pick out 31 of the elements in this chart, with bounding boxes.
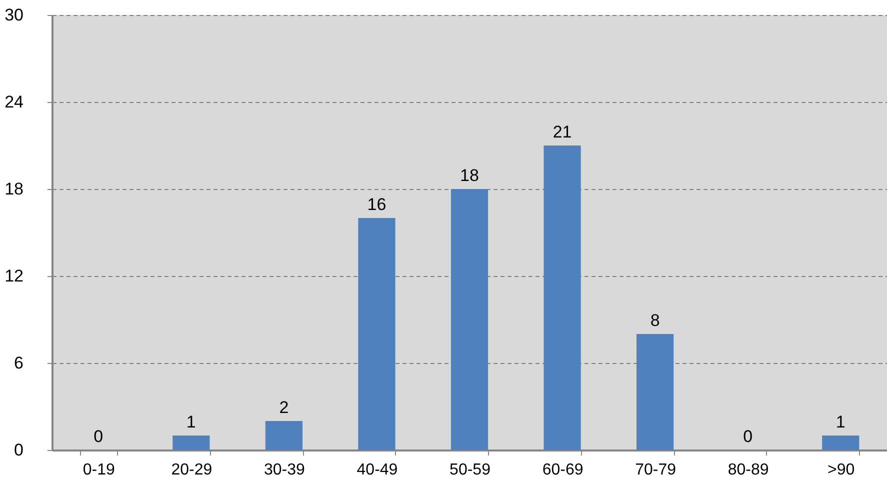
data-label: 21 [552, 122, 572, 142]
x-tick-label: 80-89 [728, 462, 769, 478]
data-label: 1 [186, 412, 196, 432]
data-label: 18 [460, 166, 479, 185]
x-tick-label: 40-49 [356, 462, 398, 478]
y-tick-label: 18 [4, 180, 24, 198]
bar [822, 436, 860, 450]
y-tick-label: 24 [4, 92, 24, 112]
data-label: 1 [836, 412, 846, 432]
x-tick-label: 30-39 [264, 462, 306, 478]
bar [544, 146, 581, 450]
data-label: 2 [279, 398, 289, 417]
data-label: 8 [650, 311, 660, 330]
x-tick-label: 0-19 [82, 462, 115, 478]
data-label: 0 [743, 427, 753, 446]
x-tick-label: 50-59 [450, 462, 491, 478]
x-tick-label: 60-69 [542, 462, 584, 478]
y-tick-label: 0 [14, 440, 24, 460]
bar [172, 436, 210, 450]
bar [358, 218, 396, 450]
bar [265, 421, 302, 450]
x-tick-label: 70-79 [635, 462, 676, 478]
y-tick-label: 6 [14, 354, 24, 372]
data-label: 16 [367, 195, 386, 214]
bar [636, 334, 674, 450]
data-label: 0 [94, 427, 104, 446]
bar [450, 189, 488, 450]
y-tick-label: 12 [4, 266, 24, 286]
y-tick-label: 30 [4, 6, 24, 24]
x-tick-label: 20-29 [171, 462, 212, 478]
x-tick-label: >90 [828, 462, 855, 478]
